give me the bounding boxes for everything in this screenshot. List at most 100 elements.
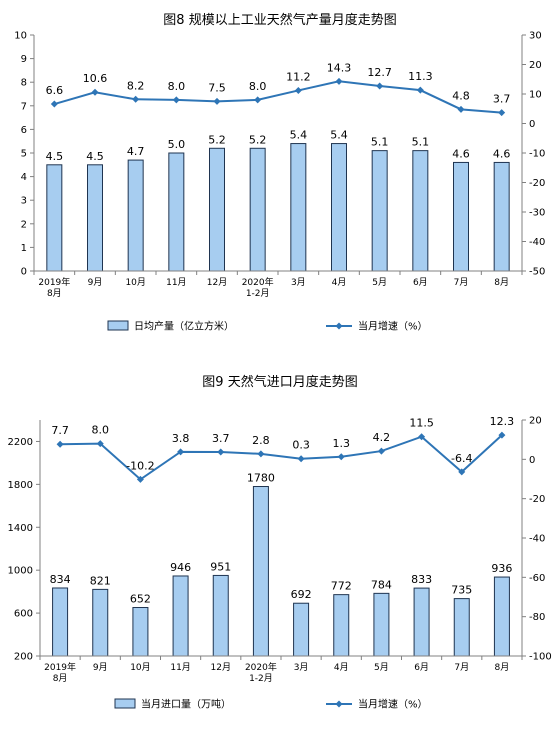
left-tick-label: 0 <box>21 267 27 278</box>
bar-value-label: 5.1 <box>412 136 430 149</box>
bar-value-label: 4.6 <box>452 147 470 160</box>
bar <box>412 150 429 272</box>
bar-value-label: 735 <box>451 584 472 597</box>
bar <box>127 159 144 272</box>
left-tick-label: 2 <box>21 219 27 230</box>
bar <box>87 164 103 272</box>
growth-point <box>294 86 302 94</box>
legend-line-marker <box>335 700 343 708</box>
right-tick-label: -20 <box>529 494 545 505</box>
growth-point <box>56 440 64 448</box>
bar <box>333 594 350 657</box>
category-label: 1-2月 <box>249 673 273 684</box>
chart-legend: 日均产量（亿立方米） 当月增速（%） <box>107 320 428 333</box>
category-label: 3月 <box>294 662 309 673</box>
growth-point <box>335 77 343 85</box>
growth-point <box>418 433 426 441</box>
chart-title: 图8 规模以上工业天然气产量月度走势图 <box>163 12 396 28</box>
bar-value-label: 5.4 <box>330 129 348 142</box>
legend-bar-label: 当月进口量（万吨） <box>141 698 231 711</box>
growth-value-label: 10.6 <box>83 72 108 85</box>
bar <box>413 587 430 657</box>
right-tick-label: -40 <box>529 534 545 545</box>
growth-point <box>377 447 385 455</box>
category-label: 10月 <box>130 662 150 673</box>
category-label: 6月 <box>413 277 428 288</box>
bar-value-label: 5.1 <box>371 136 389 149</box>
bar-value-label: 5.2 <box>208 133 226 146</box>
growth-line <box>60 434 503 481</box>
growth-point <box>416 86 424 94</box>
bar-value-label: 4.5 <box>46 150 64 163</box>
bar <box>493 576 510 657</box>
growth-point <box>376 82 384 90</box>
bar-value-label: 1780 <box>247 472 275 485</box>
growth-point <box>498 109 506 117</box>
bar <box>168 152 185 272</box>
right-tick-label: -30 <box>529 208 545 219</box>
left-tick-label: 9 <box>21 54 27 65</box>
left-tick-label: 1800 <box>8 480 33 491</box>
bar-value-label: 5.4 <box>290 129 308 142</box>
bar-value-label: 652 <box>130 593 151 606</box>
right-tick-label: -100 <box>529 652 552 663</box>
bar-value-label: 5.0 <box>168 138 186 151</box>
bar <box>249 147 266 272</box>
right-tick-label: 0 <box>529 119 535 130</box>
category-label: 2020年 <box>245 661 277 673</box>
left-tick-label: 1000 <box>8 566 33 577</box>
growth-point <box>457 105 465 113</box>
category-label: 2020年 <box>242 276 274 288</box>
chart-natural-gas-output: 图8 规模以上工业天然气产量月度走势图 4.5 4.5 4.7 5.0 5.2 5.2 5.… <box>14 12 545 333</box>
bar-value-label: 772 <box>331 580 352 593</box>
bar <box>92 588 109 657</box>
growth-value-label: 12.7 <box>367 66 392 79</box>
right-tick-label: -60 <box>529 573 545 584</box>
left-tick-label: 600 <box>14 609 33 620</box>
category-label: 11月 <box>170 662 190 673</box>
bar <box>290 143 307 272</box>
category-label: 4月 <box>332 277 347 288</box>
right-tick-label: 20 <box>529 416 542 427</box>
left-tick-label: 4 <box>21 172 27 183</box>
right-tick-label: 10 <box>529 90 542 101</box>
right-tick-label: -80 <box>529 612 545 623</box>
right-tick-label: -50 <box>529 267 545 278</box>
growth-value-label: 8.2 <box>127 79 145 92</box>
growth-value-label: 11.5 <box>409 417 434 430</box>
growth-value-label: 11.2 <box>286 70 311 83</box>
category-label: 6月 <box>414 662 429 673</box>
category-label: 12月 <box>211 662 231 673</box>
category-label: 8月 <box>47 288 62 299</box>
left-tick-label: 8 <box>21 78 27 89</box>
category-label: 1-2月 <box>246 288 270 299</box>
growth-value-label: 0.3 <box>292 439 310 452</box>
bar <box>132 607 149 657</box>
bar-value-label: 692 <box>291 588 312 601</box>
category-label: 8月 <box>495 662 510 673</box>
growth-value-label: 2.8 <box>252 434 270 447</box>
category-label: 2019年 <box>38 276 70 288</box>
category-label: 5月 <box>374 662 389 673</box>
growth-point <box>96 440 104 448</box>
bar <box>209 147 225 272</box>
bar-value-label: 5.2 <box>249 133 267 146</box>
growth-point <box>172 96 180 104</box>
chart-legend: 当月进口量（万吨） 当月增速（%） <box>114 698 428 711</box>
chart-natural-gas-imports: 图9 天然气进口月度走势图 834 821 652 946 951 1780 692 772 7… <box>8 374 552 711</box>
bar <box>373 592 390 657</box>
growth-point <box>132 95 140 103</box>
bar <box>172 575 189 657</box>
category-label: 3月 <box>291 277 306 288</box>
bar-value-label: 4.5 <box>86 150 104 163</box>
growth-value-label: 3.7 <box>493 93 511 106</box>
left-tick-label: 1400 <box>8 523 33 534</box>
bar-value-label: 4.7 <box>127 145 145 158</box>
right-tick-label: 30 <box>529 31 542 42</box>
growth-point <box>337 453 345 461</box>
legend-line-label: 当月增速（%） <box>358 320 428 333</box>
left-tick-label: 6 <box>21 125 27 136</box>
bar-value-label: 4.6 <box>493 147 511 160</box>
growth-point <box>498 431 506 439</box>
